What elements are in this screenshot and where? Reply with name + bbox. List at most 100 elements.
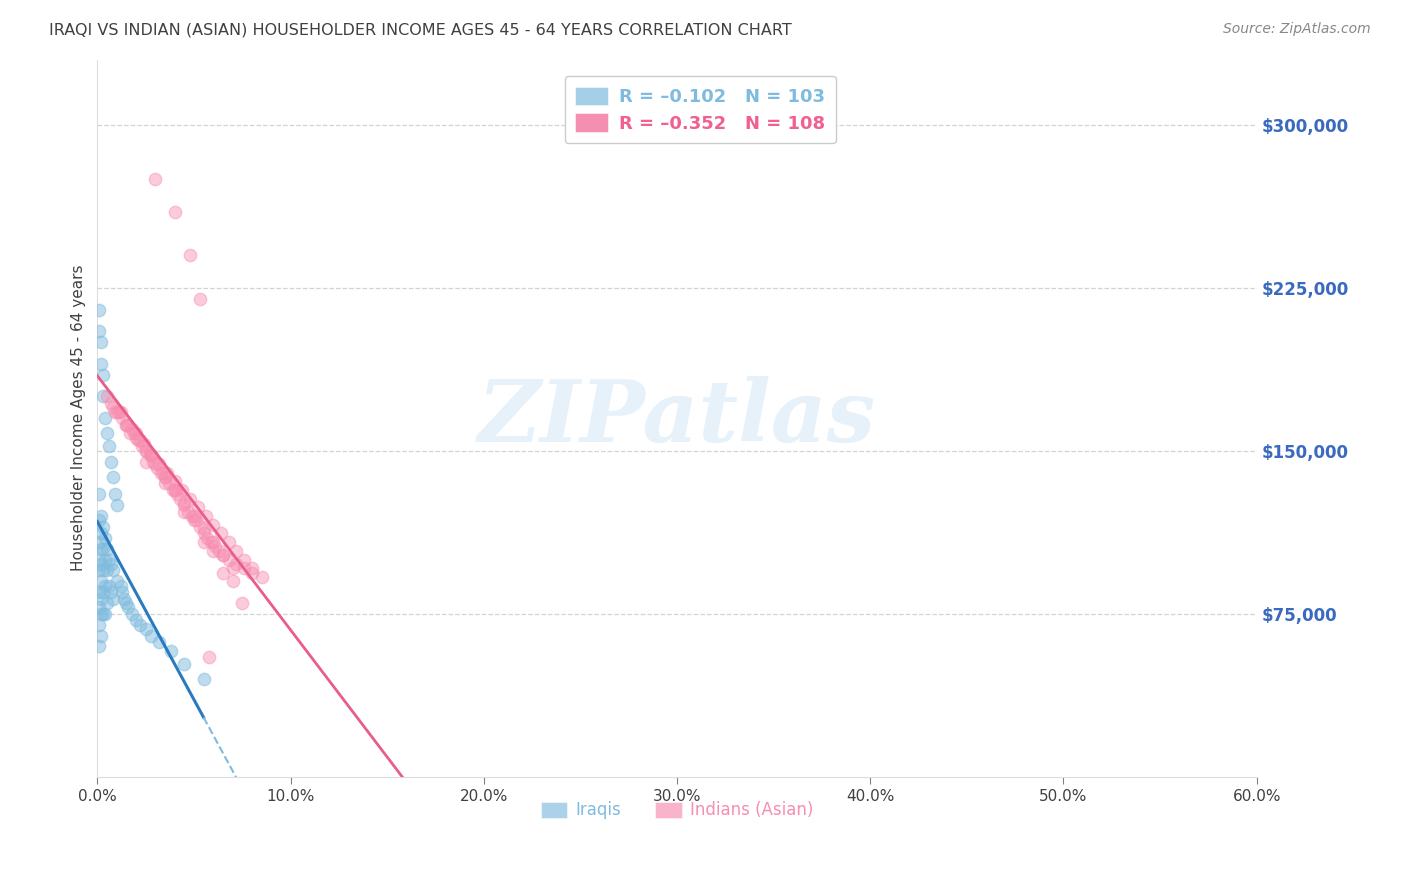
Point <box>153 476 176 491</box>
Point <box>89 302 111 317</box>
Point <box>115 417 138 432</box>
Point <box>148 635 170 649</box>
Point <box>89 535 111 549</box>
Point <box>193 535 215 549</box>
Point <box>173 657 195 671</box>
Point <box>128 617 150 632</box>
Point <box>90 557 112 571</box>
Text: IRAQI VS INDIAN (ASIAN) HOUSEHOLDER INCOME AGES 45 - 64 YEARS CORRELATION CHART: IRAQI VS INDIAN (ASIAN) HOUSEHOLDER INCO… <box>49 22 792 37</box>
Point <box>156 466 179 480</box>
Point <box>97 552 120 566</box>
Point <box>188 292 211 306</box>
Point <box>240 566 263 580</box>
Point <box>90 509 112 524</box>
Text: ZIPatlas: ZIPatlas <box>478 376 876 460</box>
Point <box>89 513 111 527</box>
Point <box>89 552 111 566</box>
Point <box>166 487 188 501</box>
Point <box>141 629 163 643</box>
Point <box>91 541 114 556</box>
Point <box>96 541 118 556</box>
Point <box>100 396 122 410</box>
Point <box>90 591 112 606</box>
Point <box>135 443 157 458</box>
Point <box>218 535 240 549</box>
Point <box>97 440 120 454</box>
Point <box>91 368 114 382</box>
Point <box>101 470 124 484</box>
Point <box>96 563 118 577</box>
Point <box>90 629 112 643</box>
Point <box>112 591 135 606</box>
Point <box>150 466 173 480</box>
Point <box>96 596 118 610</box>
Point <box>250 570 273 584</box>
Point <box>94 578 117 592</box>
Point <box>90 574 112 589</box>
Point <box>153 470 176 484</box>
Point <box>157 476 180 491</box>
Point <box>132 437 155 451</box>
Point <box>141 448 163 462</box>
Point <box>240 561 263 575</box>
Point <box>173 505 195 519</box>
Point <box>146 461 169 475</box>
Point <box>89 487 111 501</box>
Point <box>143 457 166 471</box>
Point <box>91 607 114 621</box>
Point <box>183 509 205 524</box>
Point <box>208 544 231 558</box>
Point <box>94 607 117 621</box>
Point <box>204 540 226 554</box>
Point <box>169 491 191 506</box>
Point <box>194 509 217 524</box>
Point <box>209 526 232 541</box>
Point <box>110 578 132 592</box>
Point <box>121 607 143 621</box>
Point <box>193 526 215 541</box>
Point <box>127 433 149 447</box>
Point <box>111 585 134 599</box>
Point <box>212 548 235 562</box>
Point <box>183 513 205 527</box>
Point <box>89 585 111 599</box>
Point <box>138 448 160 462</box>
Point <box>172 483 194 497</box>
Point <box>121 422 143 436</box>
Point <box>96 390 118 404</box>
Point <box>212 566 235 580</box>
Point <box>100 557 122 571</box>
Point <box>96 426 118 441</box>
Point <box>163 475 186 489</box>
Point <box>179 248 201 262</box>
Point <box>90 607 112 621</box>
Point <box>128 433 150 447</box>
Point <box>97 578 120 592</box>
Point <box>135 455 157 469</box>
Point <box>90 357 112 371</box>
Point <box>193 522 215 536</box>
Point <box>90 541 112 556</box>
Point <box>148 457 170 471</box>
Point <box>115 596 138 610</box>
Point <box>225 557 247 571</box>
Point <box>100 455 122 469</box>
Point <box>193 672 215 686</box>
Point <box>91 563 114 577</box>
Point <box>122 426 145 441</box>
Point <box>141 448 163 462</box>
Point <box>101 401 124 415</box>
Y-axis label: Householder Income Ages 45 - 64 years: Householder Income Ages 45 - 64 years <box>72 265 86 572</box>
Point <box>179 491 201 506</box>
Point <box>197 531 219 545</box>
Point <box>202 535 225 549</box>
Point <box>110 405 132 419</box>
Point <box>187 500 209 515</box>
Point <box>94 531 117 545</box>
Point <box>89 640 111 654</box>
Point <box>212 548 235 562</box>
Point <box>173 496 195 510</box>
Point <box>142 455 165 469</box>
Point <box>91 390 114 404</box>
Point <box>89 617 111 632</box>
